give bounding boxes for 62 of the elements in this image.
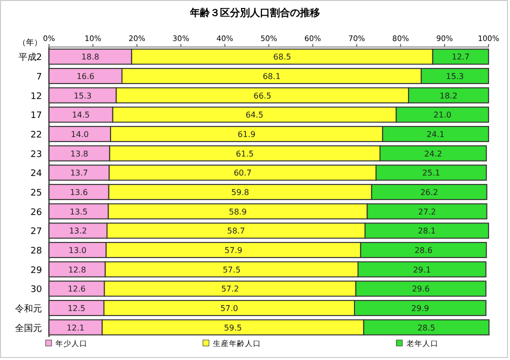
data-label: 61.9 [238,130,256,139]
data-label: 59.5 [224,323,242,332]
y-tick-label: 17 [30,111,42,122]
y-axis-title: （年） [18,38,42,47]
data-label: 15.3 [446,72,464,81]
data-label: 64.5 [246,110,264,120]
y-tick-label: 28 [30,246,42,256]
data-label: 58.9 [228,207,247,216]
data-label: 14.5 [72,110,90,120]
data-label: 13.6 [70,188,88,197]
data-label: 21.0 [434,110,452,120]
y-tick-label: 25 [30,188,42,198]
y-tick-label: 24 [30,169,42,180]
data-label: 26.2 [420,188,438,197]
data-label: 61.5 [236,149,254,158]
data-label: 12.7 [452,52,470,62]
data-label: 18.8 [81,52,100,62]
data-label: 29.1 [413,265,431,274]
data-label: 25.1 [422,168,440,178]
data-label: 68.5 [273,52,292,62]
data-label: 58.7 [227,226,245,236]
y-tick-label: 27 [30,227,42,238]
data-label: 24.1 [426,130,444,139]
data-label: 13.0 [68,246,86,255]
y-tick-label: 12 [30,92,42,102]
data-label: 57.0 [220,304,238,313]
data-label: 13.8 [70,149,88,158]
data-label: 28.5 [417,323,436,332]
data-label: 57.5 [222,265,241,274]
data-label: 12.8 [68,265,86,274]
data-label: 18.2 [440,91,458,100]
data-label: 57.9 [224,246,242,255]
data-label: 24.2 [424,149,442,158]
data-label: 12.6 [68,284,86,294]
y-tick-label: 30 [30,285,42,296]
y-tick-label: 29 [30,266,42,276]
data-label: 59.8 [231,188,250,197]
y-tick-label: 令和元 [15,304,42,314]
data-label: 13.2 [69,226,87,236]
data-label: 27.2 [418,207,436,216]
data-label: 60.7 [234,168,252,178]
data-label: 12.1 [66,323,84,332]
y-tick-label: 22 [30,130,42,140]
data-label: 57.2 [221,284,240,294]
y-tick-label: 7 [36,72,42,82]
data-label: 13.5 [70,207,88,216]
data-label: 12.5 [68,304,86,313]
data-label: 66.5 [254,91,272,100]
data-label: 29.9 [411,304,430,313]
y-tick-label: 26 [30,208,42,218]
data-label: 68.1 [262,72,281,81]
chart-title: 年齢３区分別人口割合の推移 [189,7,320,19]
y-tick-label: 平成2 [18,52,42,64]
data-label: 29.6 [412,284,430,294]
data-label: 14.0 [70,130,89,139]
data-label: 15.3 [74,91,92,100]
data-label: 13.7 [70,168,88,178]
data-label: 28.1 [418,226,436,236]
y-tick-label: 23 [30,150,42,160]
data-label: 28.6 [414,246,432,255]
data-label: 16.6 [76,72,94,81]
y-tick-label: 全国元 [15,322,42,334]
